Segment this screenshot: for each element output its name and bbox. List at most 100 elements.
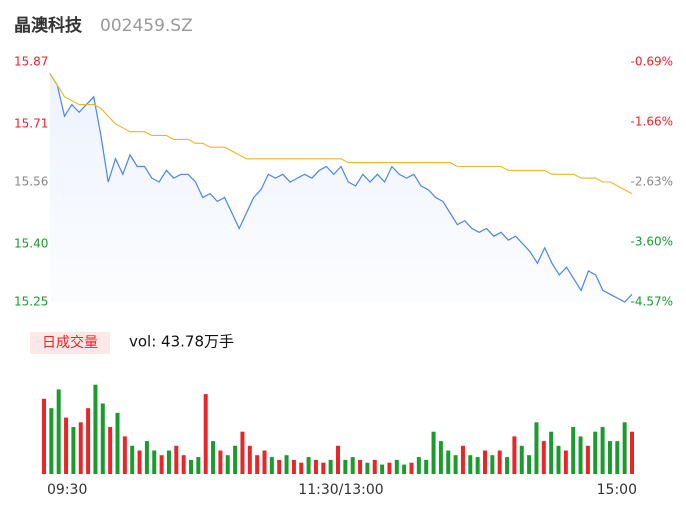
volume-bar <box>181 455 186 474</box>
volume-bar <box>438 441 443 474</box>
volume-bar <box>402 464 407 474</box>
volume-bar <box>519 445 524 474</box>
volume-bar <box>115 412 120 474</box>
x-tick-label: 15:00 <box>597 482 637 498</box>
volume-bar <box>93 384 98 474</box>
x-tick-label: 09:30 <box>47 482 87 498</box>
volume-bar <box>49 408 54 474</box>
volume-bar <box>122 436 127 474</box>
volume-bar <box>144 441 149 474</box>
y-tick-label: 15.56 <box>14 175 48 189</box>
volume-bar <box>483 450 487 474</box>
volume-bar <box>563 450 568 474</box>
volume-bar <box>189 459 193 474</box>
volume-bar <box>255 455 260 474</box>
volume-bar <box>380 464 385 474</box>
volume-bar <box>284 455 289 474</box>
volume-bar <box>159 455 164 474</box>
volume-bar <box>365 462 370 474</box>
y2-tick-label: -2.63% <box>631 175 673 189</box>
volume-bar <box>313 459 318 474</box>
volume-bar <box>453 455 458 474</box>
volume-bar <box>152 450 157 474</box>
volume-bar <box>174 445 179 474</box>
volume-bar <box>446 450 451 474</box>
volume-bar <box>460 445 465 474</box>
volume-bar <box>534 422 539 474</box>
volume-bar <box>512 436 517 474</box>
x-tick-label: 11:30/13:00 <box>298 482 383 498</box>
volume-bar <box>497 450 502 474</box>
volume-bar <box>600 427 605 474</box>
price-area <box>50 73 632 302</box>
volume-bar <box>578 436 583 474</box>
volume-bar <box>137 450 142 474</box>
volume-bar <box>321 462 326 474</box>
volume-bar <box>387 462 392 474</box>
volume-bar <box>490 455 495 474</box>
volume-bar <box>262 450 267 474</box>
volume-bar <box>409 462 414 474</box>
volume-badge <box>30 332 110 354</box>
volume-bar <box>218 450 223 474</box>
volume-bar <box>358 459 363 474</box>
volume-bar <box>622 422 627 474</box>
volume-bar <box>100 403 105 474</box>
y2-tick-label: -1.66% <box>631 115 673 129</box>
y-tick-label: 15.71 <box>14 116 48 130</box>
volume-bar <box>571 427 576 474</box>
volume-bar <box>585 445 590 474</box>
volume-bar <box>527 455 532 474</box>
volume-bar <box>475 457 480 474</box>
y2-tick-label: -4.57% <box>631 295 673 309</box>
volume-bar <box>306 457 311 474</box>
volume-title: 日成交量 <box>42 334 98 351</box>
volume-bar <box>336 445 340 474</box>
volume-bar <box>328 459 333 474</box>
y2-tick-label: -0.69% <box>631 55 673 69</box>
volume-bar <box>630 431 634 474</box>
average-line <box>49 73 633 195</box>
stock-code: 002459.SZ <box>100 16 193 36</box>
volume-bar <box>86 408 91 474</box>
volume-bar <box>556 445 561 474</box>
volume-bar <box>277 459 282 474</box>
volume-bar <box>108 427 113 474</box>
volume-bar <box>196 457 201 474</box>
volume-bar <box>225 455 230 474</box>
volume-bar <box>607 441 612 474</box>
volume-bar <box>130 445 135 474</box>
volume-bar <box>431 431 436 474</box>
volume-bar <box>211 441 216 474</box>
volume-bar <box>468 455 473 474</box>
volume-bar <box>233 445 238 474</box>
volume-bar <box>247 445 252 474</box>
volume-bar <box>64 417 69 474</box>
y-tick-label: 15.87 <box>14 55 48 69</box>
volume-bar <box>416 457 421 474</box>
volume-bar <box>424 459 429 474</box>
volume-bar <box>343 459 348 474</box>
volume-bar <box>269 457 274 474</box>
volume-bar <box>78 422 83 474</box>
volume-bar <box>42 398 46 474</box>
y2-tick-label: -3.60% <box>631 235 673 249</box>
volume-bar <box>71 427 76 474</box>
y-tick-label: 15.40 <box>14 236 48 250</box>
volume-bar <box>549 431 554 474</box>
volume-bar <box>593 431 598 474</box>
volume-bar <box>291 459 296 474</box>
volume-bar <box>372 459 377 474</box>
volume-bar <box>505 457 510 474</box>
volume-bar <box>56 389 61 474</box>
volume-bar <box>615 441 620 474</box>
volume-bar <box>394 459 399 474</box>
volume-bar <box>350 457 355 474</box>
volume-summary: vol: 43.78万手 <box>129 333 234 351</box>
volume-bar <box>166 450 171 474</box>
volume-bar <box>541 441 546 474</box>
stock-name: 晶澳科技 <box>14 15 83 36</box>
y-tick-label: 15.25 <box>14 295 48 309</box>
price-line <box>49 73 633 303</box>
